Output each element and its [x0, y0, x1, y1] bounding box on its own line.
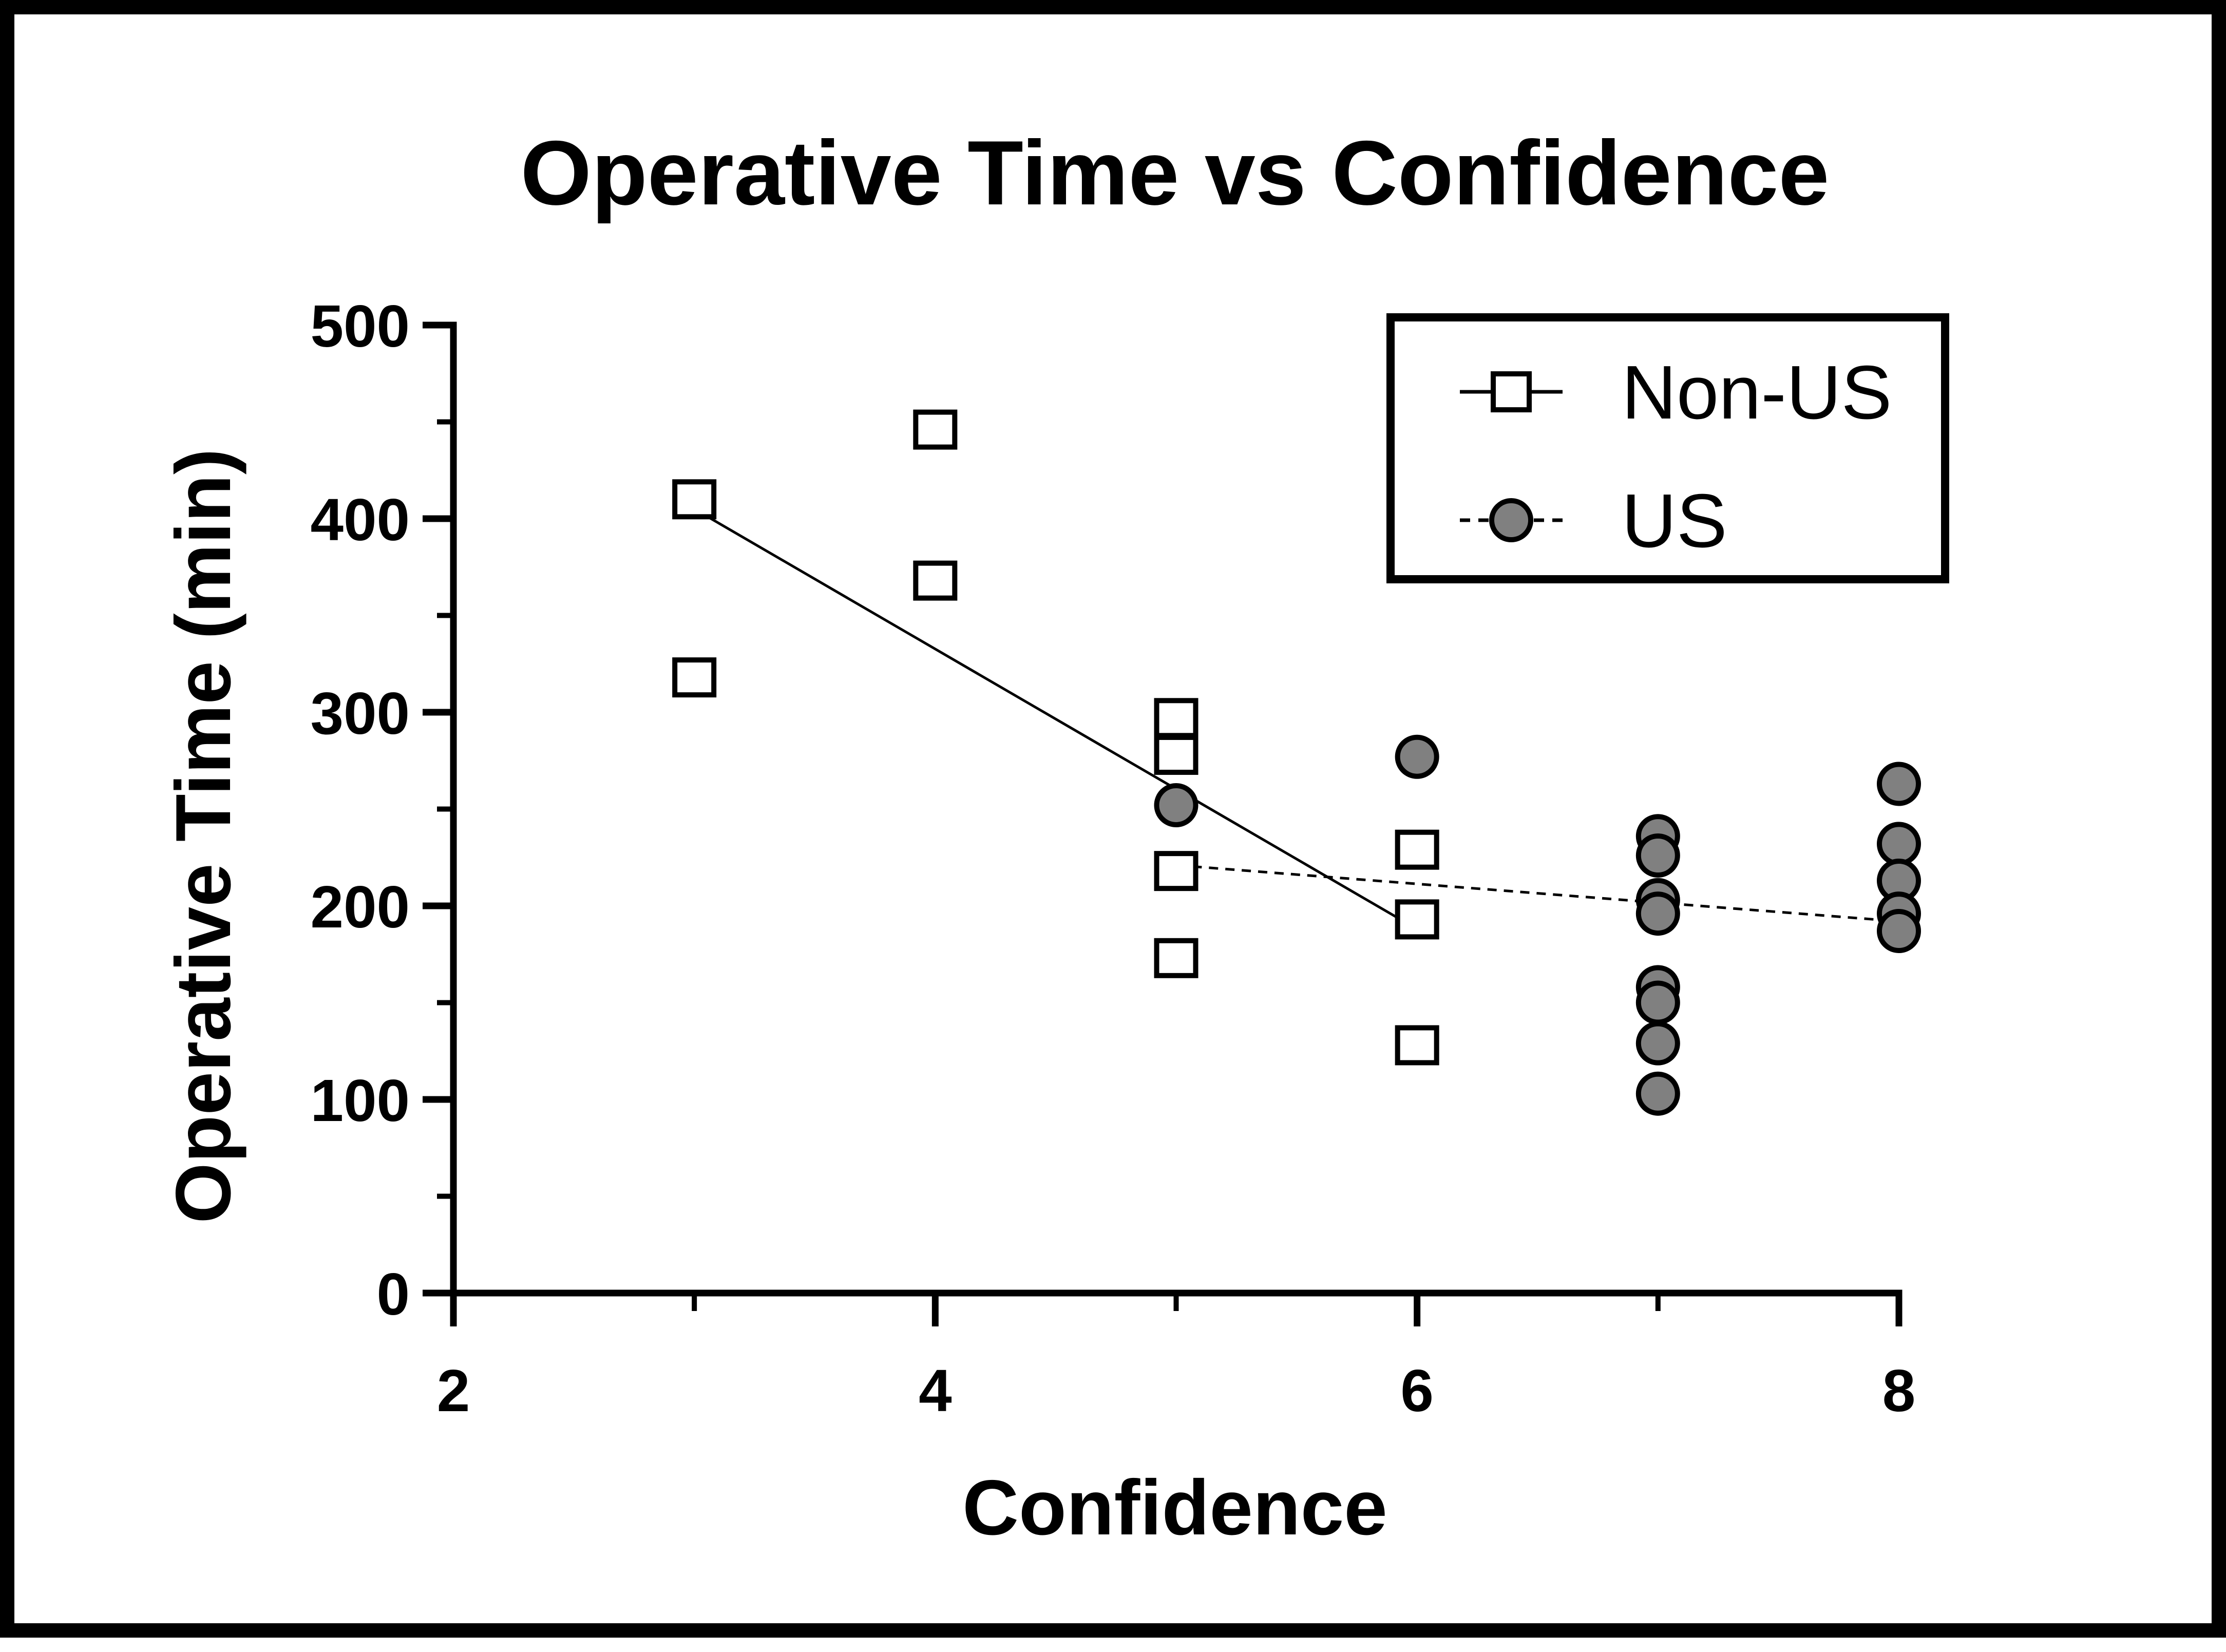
- point-us: [1635, 1071, 1680, 1116]
- point-us: [1154, 783, 1198, 827]
- point-non-us: [672, 479, 717, 520]
- legend-label-non-us: Non-US: [1622, 350, 1892, 435]
- point-non-us: [1395, 899, 1439, 940]
- x-axis-label: Confidence: [962, 1464, 1387, 1551]
- x-tick-label: 2: [437, 1357, 470, 1424]
- chart-title: Operative Time vs Confidence: [521, 122, 1830, 224]
- y-tick-label: 400: [310, 486, 410, 553]
- point-non-us: [913, 409, 958, 450]
- point-non-us: [672, 657, 717, 698]
- x-tick-label: 6: [1400, 1357, 1434, 1424]
- y-tick-label: 0: [376, 1261, 410, 1327]
- y-axis-label: Operative Time (min): [160, 448, 247, 1223]
- point-us: [1635, 980, 1680, 1025]
- legend-label-us: US: [1622, 479, 1727, 563]
- legend-marker-us: [1489, 498, 1533, 542]
- point-us: [1877, 822, 1921, 866]
- point-us: [1877, 762, 1921, 806]
- point-us: [1635, 833, 1680, 878]
- point-us: [1395, 734, 1439, 779]
- fit-line-us: [1176, 864, 1899, 923]
- point-non-us: [1154, 851, 1198, 891]
- point-non-us: [1395, 1025, 1439, 1066]
- point-non-us: [1395, 829, 1439, 870]
- legend: Non-US US: [1386, 313, 1949, 583]
- y-tick-label: 300: [310, 680, 410, 747]
- legend-marker-non-us: [1491, 371, 1532, 412]
- y-tick-label: 100: [310, 1067, 410, 1134]
- y-tick-label: 500: [310, 293, 410, 359]
- point-us: [1877, 909, 1921, 954]
- x-tick-label: 4: [919, 1357, 952, 1424]
- y-tick-label: 200: [310, 874, 410, 940]
- point-non-us: [1154, 734, 1198, 775]
- point-non-us: [913, 560, 958, 601]
- fit-lines: [693, 507, 1899, 931]
- data-points: [672, 409, 1921, 1116]
- point-non-us: [1154, 938, 1198, 978]
- x-tick-label: 8: [1882, 1357, 1916, 1424]
- point-non-us: [1154, 698, 1198, 738]
- fit-line-non-us: [693, 507, 1418, 931]
- point-us: [1635, 891, 1680, 936]
- legend-box: [1386, 313, 1949, 583]
- point-us: [1635, 1021, 1680, 1066]
- axes: 0 100 200 300 400 500 2 4 6 8: [310, 293, 1915, 1424]
- scatter-chart: Operative Time vs Confidence Confidence …: [160, 122, 1949, 1551]
